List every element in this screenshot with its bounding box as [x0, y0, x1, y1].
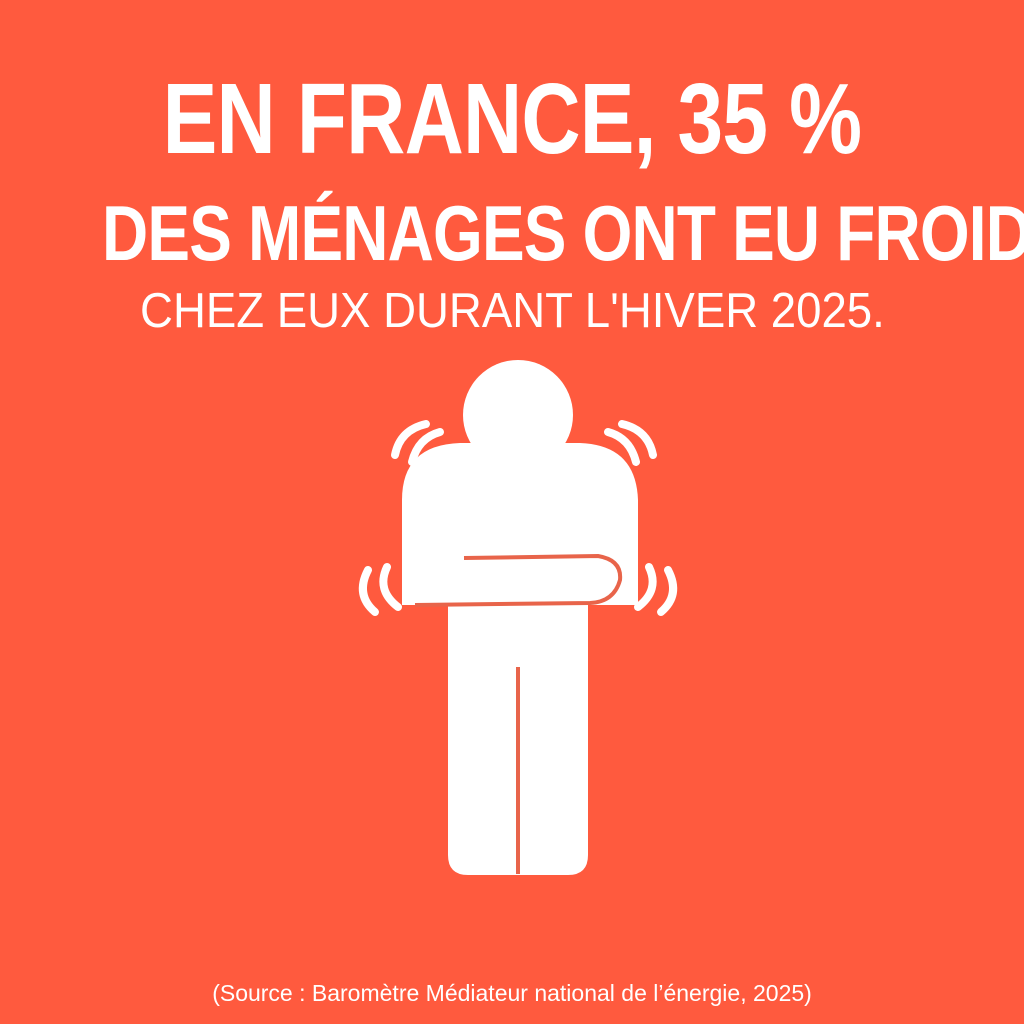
headline-line-2: DES MÉNAGES ONT EU FROID [0, 188, 1024, 279]
headline-line-1-text: EN FRANCE, 35 % [162, 63, 862, 175]
headline-line-1: EN FRANCE, 35 % [0, 62, 1024, 177]
headline-line-2-text: DES MÉNAGES ONT EU FROID [101, 189, 1024, 277]
headline-line-3: CHEZ EUX DURANT L'HIVER 2025. [0, 283, 1024, 339]
source-citation: (Source : Baromètre Médiateur national d… [212, 980, 812, 1006]
headline-line-3-text: CHEZ EUX DURANT L'HIVER 2025. [139, 284, 885, 338]
